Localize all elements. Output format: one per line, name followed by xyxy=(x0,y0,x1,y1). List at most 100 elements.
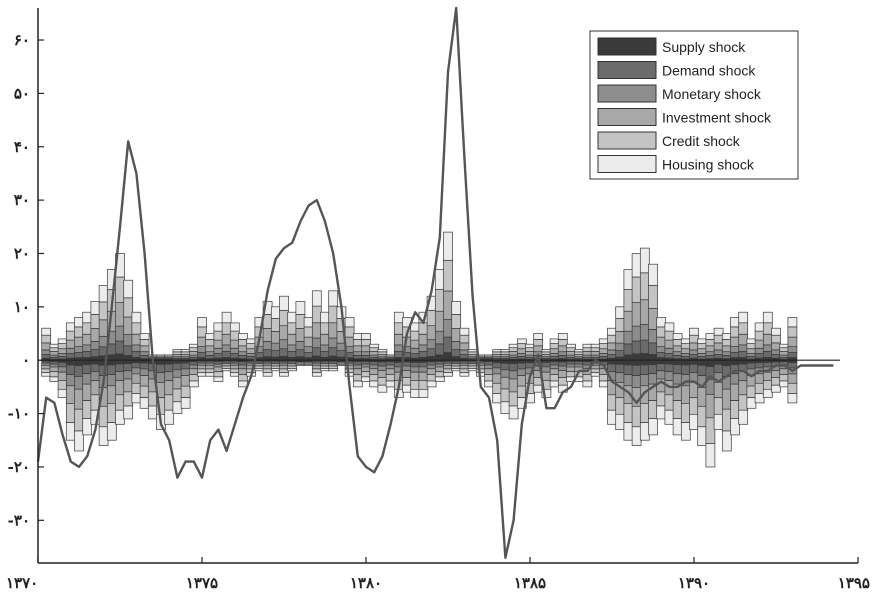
bar-segment xyxy=(197,372,207,377)
bar-segment xyxy=(680,353,691,357)
bar-segment xyxy=(65,339,76,349)
bar-segment xyxy=(361,361,371,365)
bar-segment xyxy=(516,375,527,387)
bar-segment xyxy=(656,363,667,372)
bar-segment xyxy=(541,388,552,398)
bar-segment xyxy=(279,348,289,357)
bar-segment xyxy=(279,372,289,377)
bar-segment xyxy=(672,418,683,436)
bar-segment xyxy=(270,350,281,358)
bar-segment xyxy=(74,408,84,432)
bar-segment xyxy=(123,378,134,393)
bar-segment xyxy=(115,325,125,342)
legend-swatch xyxy=(597,61,657,79)
bar-segment xyxy=(484,354,494,357)
bar-segment xyxy=(139,368,150,376)
bar-segment xyxy=(156,372,166,383)
bar-segment xyxy=(287,333,298,346)
bar-segment xyxy=(262,328,273,342)
bar-segment xyxy=(188,380,199,388)
bar-segment xyxy=(549,356,560,360)
bar-segment xyxy=(131,322,142,335)
bar-segment xyxy=(164,380,175,396)
bar-segment xyxy=(607,363,617,373)
bar-segment xyxy=(771,384,781,393)
bar-segment xyxy=(713,327,724,336)
bar-segment xyxy=(238,333,248,340)
bar-segment xyxy=(664,363,675,373)
bar-segment xyxy=(74,326,84,338)
bar-segment xyxy=(311,372,322,377)
bar-segment xyxy=(410,353,421,359)
bar-segment xyxy=(648,354,658,361)
bar-segment xyxy=(188,351,199,356)
bar-segment xyxy=(385,354,396,357)
bar-segment xyxy=(434,361,445,365)
bar-segment xyxy=(287,368,298,372)
bar-segment xyxy=(434,289,445,312)
ticks-layer: ۱۳۷۰ ۱۳۷۵ ۱۳۸۰ ۱۳۸۵ ۱۳۹۰ ۱۳۹۵ -۳۰ -۲۰ -۱۰ ۰ ۱۰ ۲۰ ۳۰… xyxy=(6,31,870,592)
bar-segment xyxy=(648,359,658,366)
bar-segment xyxy=(639,272,650,301)
bar-segment xyxy=(57,338,68,344)
bar-segment xyxy=(303,336,314,347)
bar-segment xyxy=(418,333,429,346)
bar-segment xyxy=(672,364,683,375)
bar-segment xyxy=(508,347,519,352)
bar-segment xyxy=(434,310,445,332)
bar-segment xyxy=(664,347,675,354)
bar-segment xyxy=(123,297,134,318)
bar-segment xyxy=(631,375,642,388)
bar-segment xyxy=(713,359,724,365)
bar-segment xyxy=(639,353,650,361)
bar-segment xyxy=(205,372,216,377)
bar-segment xyxy=(508,343,519,349)
y-tick-label: ۴۰ xyxy=(14,138,30,156)
bar-segment xyxy=(730,317,740,328)
bar-segment xyxy=(410,380,421,390)
bar-segment xyxy=(754,382,765,394)
bar-segment xyxy=(451,363,462,367)
bar-segment xyxy=(574,361,585,365)
bar-segment xyxy=(434,363,445,368)
bar-segment xyxy=(123,405,134,420)
bar-segment xyxy=(221,322,232,335)
bar-segment xyxy=(352,364,363,370)
bar-segment xyxy=(262,349,273,357)
bar-segment xyxy=(377,349,388,353)
bar-segment xyxy=(139,397,150,409)
bar-segment xyxy=(656,336,667,347)
legend-box xyxy=(589,30,799,180)
bar-segment xyxy=(57,371,68,381)
bar-segment xyxy=(607,342,617,351)
bar-segment xyxy=(615,359,626,365)
bar-segment xyxy=(311,364,322,370)
bar-segment xyxy=(631,325,642,342)
bar-segment xyxy=(229,347,240,354)
bar-segment xyxy=(516,343,527,350)
bar-segment xyxy=(336,350,347,358)
bar-segment xyxy=(623,354,634,361)
bar-segment xyxy=(57,380,68,390)
bar-segment xyxy=(213,347,224,354)
bar-segment xyxy=(197,317,207,328)
bar-segment xyxy=(754,330,765,341)
bar-segment xyxy=(402,365,412,371)
bar-segment xyxy=(270,368,281,372)
bar-segment xyxy=(730,383,740,401)
bar-segment xyxy=(549,338,560,344)
legend-label: Investment shock xyxy=(662,110,772,126)
y-tick-label: -۱۰ xyxy=(8,405,30,423)
bar-segment xyxy=(516,368,527,376)
bar-segment xyxy=(238,339,248,347)
bar-segment xyxy=(680,385,691,404)
bar-segment xyxy=(754,373,765,384)
bar-segment xyxy=(418,380,429,390)
bar-segment xyxy=(131,367,142,375)
bar-segment xyxy=(49,371,60,378)
bar-segment xyxy=(98,426,109,446)
bar-segment xyxy=(98,405,109,428)
bar-segment xyxy=(533,345,544,353)
bar-segment xyxy=(361,333,371,340)
bar-segment xyxy=(689,359,699,365)
